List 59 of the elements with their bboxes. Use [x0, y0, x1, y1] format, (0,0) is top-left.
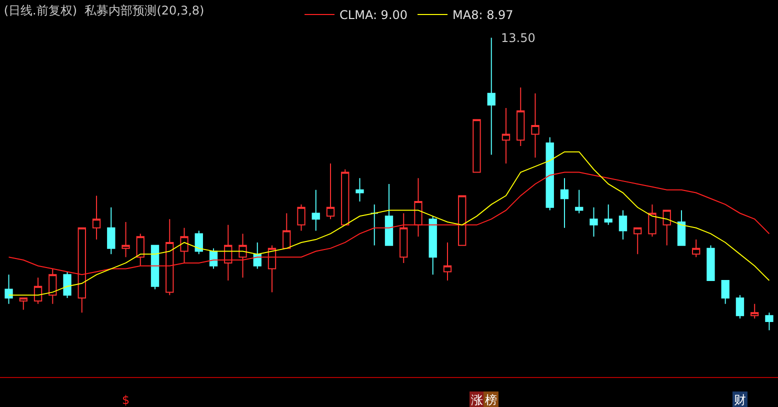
candlestick	[590, 206, 598, 238]
candlestick	[428, 216, 437, 276]
text: 财	[734, 393, 746, 407]
legend-label: MA8: 8.97	[452, 8, 514, 22]
candlestick	[326, 163, 335, 220]
candlestick	[662, 210, 671, 246]
candlestick	[604, 204, 612, 226]
candlestick	[253, 242, 262, 270]
chart-title: (日线.前复权)	[4, 4, 78, 18]
candlestick	[721, 280, 730, 304]
candlestick	[765, 312, 774, 331]
candlestick	[107, 206, 116, 255]
candlestick	[63, 271, 72, 299]
chart-subtitle: 私募内部预测(20,3,8)	[84, 4, 204, 18]
candlestick	[443, 242, 452, 281]
candlestick	[546, 136, 554, 211]
candlestick	[648, 204, 656, 238]
candlestick	[78, 227, 86, 314]
candlestick	[34, 277, 42, 304]
candlestick	[384, 183, 394, 246]
candlestick	[19, 298, 28, 310]
candlestick	[502, 107, 510, 164]
candlestick	[575, 189, 584, 214]
annotation: 13.50	[501, 31, 536, 45]
text: 涨	[471, 393, 483, 407]
text: 榜	[485, 393, 497, 407]
candlestick	[414, 178, 422, 238]
candlestick	[472, 119, 481, 173]
candlestick	[618, 210, 628, 240]
candlestick	[180, 227, 188, 264]
text: $	[122, 393, 130, 407]
candlestick	[297, 204, 306, 232]
candlestick	[458, 195, 466, 246]
candlestick	[634, 227, 642, 255]
candlestick	[48, 268, 57, 304]
candlestick	[150, 244, 160, 290]
candlestick	[268, 244, 276, 293]
candlestick	[400, 212, 408, 264]
candlestick	[282, 212, 291, 249]
candlestick	[166, 218, 174, 296]
candlestick	[4, 274, 13, 304]
candlestick	[341, 168, 350, 226]
candlestick	[92, 195, 101, 240]
candlestick	[136, 233, 144, 266]
candlestick	[677, 210, 686, 246]
candlestick	[750, 303, 759, 320]
candlestick	[312, 189, 320, 232]
candlestick	[238, 233, 247, 278]
candlestick	[531, 92, 540, 158]
candlestick	[560, 178, 569, 228]
candlestick	[194, 230, 203, 255]
legend-label: CLMA: 9.00	[340, 8, 408, 22]
candlestick	[706, 244, 715, 281]
candlestick	[487, 37, 496, 156]
candlestick	[356, 178, 364, 202]
candlestick	[736, 294, 744, 320]
candlestick	[122, 222, 130, 258]
candlestick	[692, 239, 700, 258]
candlestick	[516, 86, 525, 146]
